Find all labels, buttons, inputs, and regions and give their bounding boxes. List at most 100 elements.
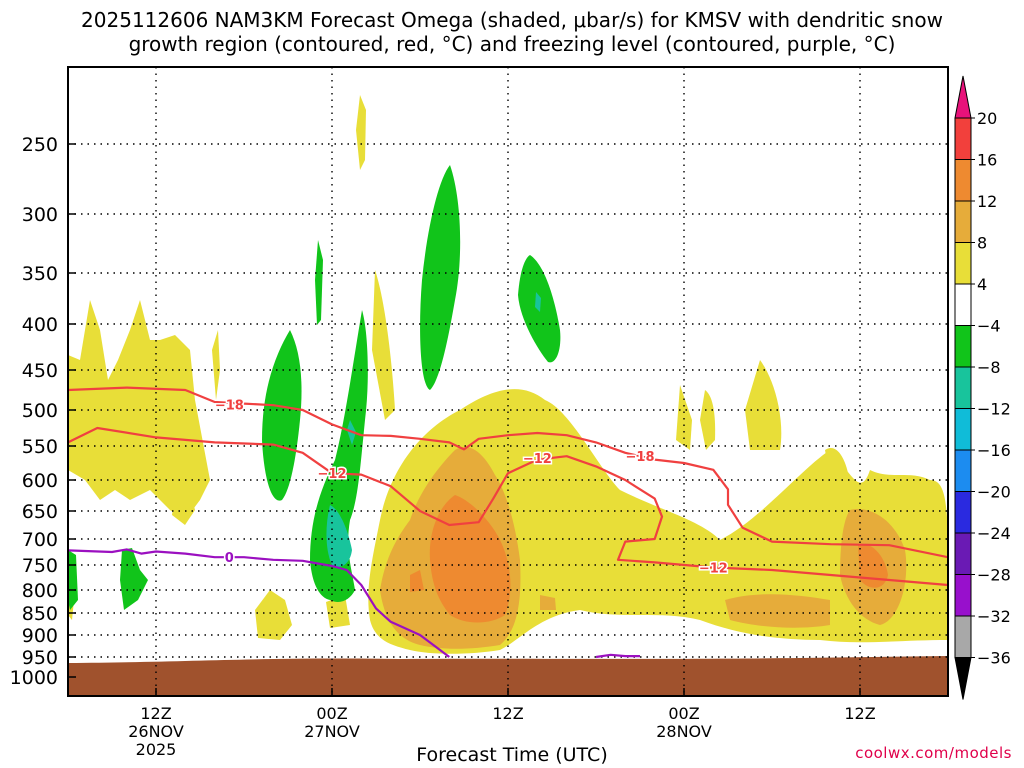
y-axis-ticks: 2503003504004505005506006507007508008509… [10,134,76,689]
omega-area-positive-12 [429,495,511,623]
colorbar-label: 20 [977,109,997,128]
omega-area-positive-8 [725,594,830,628]
x-tick-label: 00Z [668,704,699,723]
colorbar-label: −20 [977,483,1011,502]
y-tick-label: 750 [22,555,58,577]
x-tick-label: 00Z [316,704,347,723]
gridlines [68,67,948,696]
contour-line-freezing_level [595,653,640,659]
omega-area-negative-4 [262,330,302,501]
colorbar-label: 8 [977,234,987,253]
colorbar-swatch [954,242,972,285]
omega-area-negative-8 [535,292,541,312]
omega-area-positive-4 [212,330,220,400]
colorbar-label: 12 [977,192,997,211]
x-tick-label: 12Z [844,704,875,723]
colorbar-label: −12 [977,400,1011,419]
contour-label: −12 [318,467,347,482]
omega-area-positive-4 [825,448,850,490]
colorbar-swatch [954,408,972,451]
contour-line-dgz_minus18 [68,386,948,559]
y-tick-label: 300 [22,204,58,226]
omega-area-positive-4 [372,270,395,420]
colorbar-swatch [954,117,972,160]
colorbar-swatch-bottom [954,657,972,700]
colorbar-label: −28 [977,566,1011,585]
colorbar-swatch [954,615,972,658]
y-tick-label: 600 [22,470,58,492]
omega-area-positive-4 [745,360,782,450]
contour-label: −18 [626,450,655,465]
colorbar-swatch [954,283,972,326]
omega-area-negative-4 [68,550,78,610]
omega-area-positive-4 [255,590,292,640]
omega-area-negative-8 [326,505,352,567]
y-tick-label: 350 [22,263,58,285]
colorbar-swatch [954,325,972,368]
y-tick-label: 450 [22,360,58,382]
x-tick-date: 27NOV [304,722,360,741]
y-tick-label: 500 [22,400,58,422]
y-tick-label: 250 [22,134,58,156]
contour-labels: −12 −12 −12 −18 −18 0 [213,397,729,578]
x-tick-date: 28NOV [656,722,712,741]
colorbar-swatch [954,366,972,409]
contour-line-freezing_level [68,548,450,658]
omega-shading [68,95,948,696]
colorbar-swatch [954,491,972,534]
y-tick-label: 900 [22,625,58,647]
omega-area-positive-4 [68,300,210,520]
x-axis-label: Forecast Time (UTC) [416,744,608,766]
colorbar-swatch [954,574,972,617]
x-tick-label: 12Z [140,704,171,723]
colorbar-label: −32 [977,607,1011,626]
omega-area-positive-4 [680,525,690,550]
omega-area-positive-8 [540,595,556,610]
omega-colorbar: 20 16 12 8 4 −4 −8 −12 −16 −20 −24 −28 −32 −36 [954,75,1011,700]
omega-area-negative-4 [310,310,368,602]
omega-area-negative-4 [120,548,148,610]
contour-label: −18 [215,398,244,413]
omega-area-positive-4 [676,385,692,450]
colorbar-label: 16 [977,151,997,170]
temperature-contours [68,386,948,659]
contour-label: −12 [523,452,552,467]
colorbar-swatch [954,200,972,243]
omega-area-positive-4 [356,95,366,170]
y-tick-label: 1000 [10,667,58,689]
colorbar-swatch [954,159,972,202]
colorbar-label: −8 [977,358,1001,377]
x-tick-label: 12Z [492,704,523,723]
colorbar-swatch-top [954,75,972,119]
x-tick-year: 2025 [136,740,177,759]
y-tick-label: 950 [22,647,58,669]
y-tick-label: 650 [22,501,58,523]
y-tick-label: 850 [22,603,58,625]
omega-area-positive-4 [172,490,195,525]
colorbar-label: −4 [977,317,1001,336]
y-tick-label: 400 [22,314,58,336]
omega-area-negative-4 [315,240,323,325]
omega-area-positive-12 [858,544,888,588]
colorbar-label: −36 [977,649,1011,668]
colorbar-label: −16 [977,441,1011,460]
chart-title-line-2: growth region (contoured, red, °C) and f… [128,32,896,56]
y-tick-label: 800 [22,580,58,602]
colorbar-label: −24 [977,524,1011,543]
omega-area-negative-4 [420,165,461,390]
colorbar-label: 4 [977,275,987,294]
credit-text[interactable]: coolwx.com/models [855,744,1012,762]
contour-label: −12 [699,562,728,577]
contour-label: 0 [225,551,234,566]
omega-area-positive-4 [700,390,716,450]
omega-area-positive-12 [410,570,424,592]
chart-title-line-1: 2025112606 NAM3KM Forecast Omega (shaded… [81,8,943,32]
colorbar-swatch [954,532,972,575]
x-tick-date: 26NOV [128,722,184,741]
contour-line-dgz_minus12 [68,426,948,587]
colorbar-swatch [954,449,972,492]
y-tick-label: 550 [22,436,58,458]
y-tick-label: 700 [22,529,58,551]
